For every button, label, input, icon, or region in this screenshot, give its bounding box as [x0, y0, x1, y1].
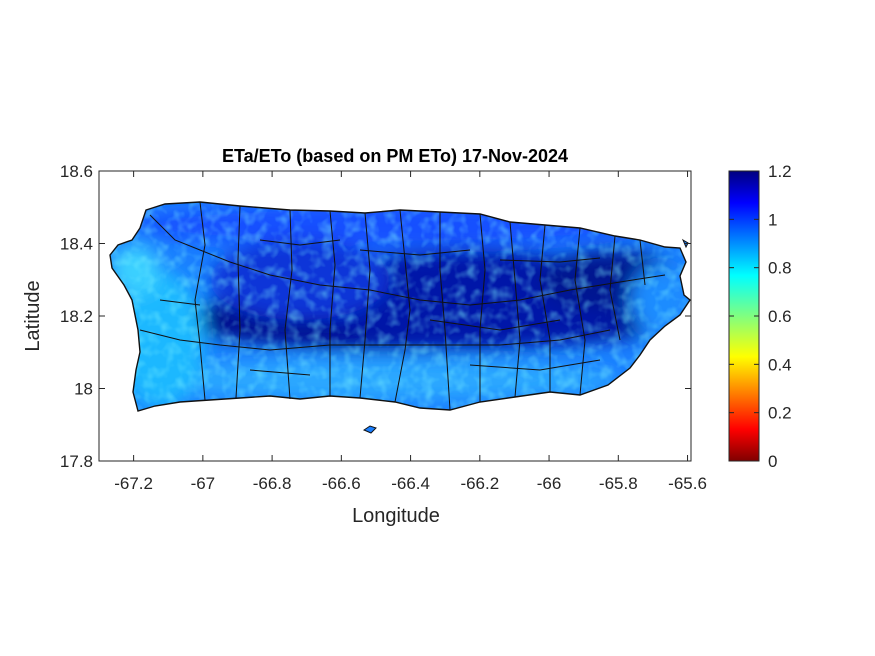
x-tick-label: -66: [537, 474, 562, 493]
colorbar-tick-label: 0: [768, 452, 777, 471]
x-axis-ticks: -67.2 -67 -66.8 -66.6 -66.4 -66.2 -66 -65.8 -65.…: [114, 171, 707, 493]
colorbar-ticks: 0 0.2 0.4 0.6 0.8 1 1.2: [729, 162, 792, 471]
colorbar-tick-label: 1: [768, 210, 777, 229]
x-tick-label: -66.2: [460, 474, 499, 493]
chart-title: ETa/ETo (based on PM ETo) 17-Nov-2024: [222, 146, 568, 166]
x-tick-label: -67.2: [114, 474, 153, 493]
caja-de-muertos-island: [362, 425, 377, 434]
x-tick-label: -66.4: [391, 474, 430, 493]
x-tick-label: -65.8: [599, 474, 638, 493]
x-tick-label: -66.8: [253, 474, 292, 493]
colorbar-tick-label: 0.8: [768, 259, 792, 278]
colorbar-tick-label: 0.2: [768, 404, 792, 423]
y-tick-label: 18.6: [60, 162, 93, 181]
y-axis-ticks: 17.8 18 18.2 18.4 18.6: [60, 162, 691, 471]
x-tick-label: -67: [191, 474, 216, 493]
y-tick-label: 18.4: [60, 235, 93, 254]
y-tick-label: 18: [74, 380, 93, 399]
y-tick-label: 17.8: [60, 452, 93, 471]
colorbar-tick-label: 1.2: [768, 162, 792, 181]
y-axis-label: Latitude: [22, 280, 44, 351]
x-tick-label: -65.6: [668, 474, 707, 493]
municipal-boundaries: [109, 201, 691, 412]
island-heatmap: [110, 202, 690, 411]
colorbar-tick-label: 0.4: [768, 355, 792, 374]
x-axis-label: Longitude: [352, 505, 440, 527]
y-tick-label: 18.2: [60, 307, 93, 326]
x-tick-label: -66.6: [322, 474, 361, 493]
colorbar-tick-label: 0.6: [768, 307, 792, 326]
